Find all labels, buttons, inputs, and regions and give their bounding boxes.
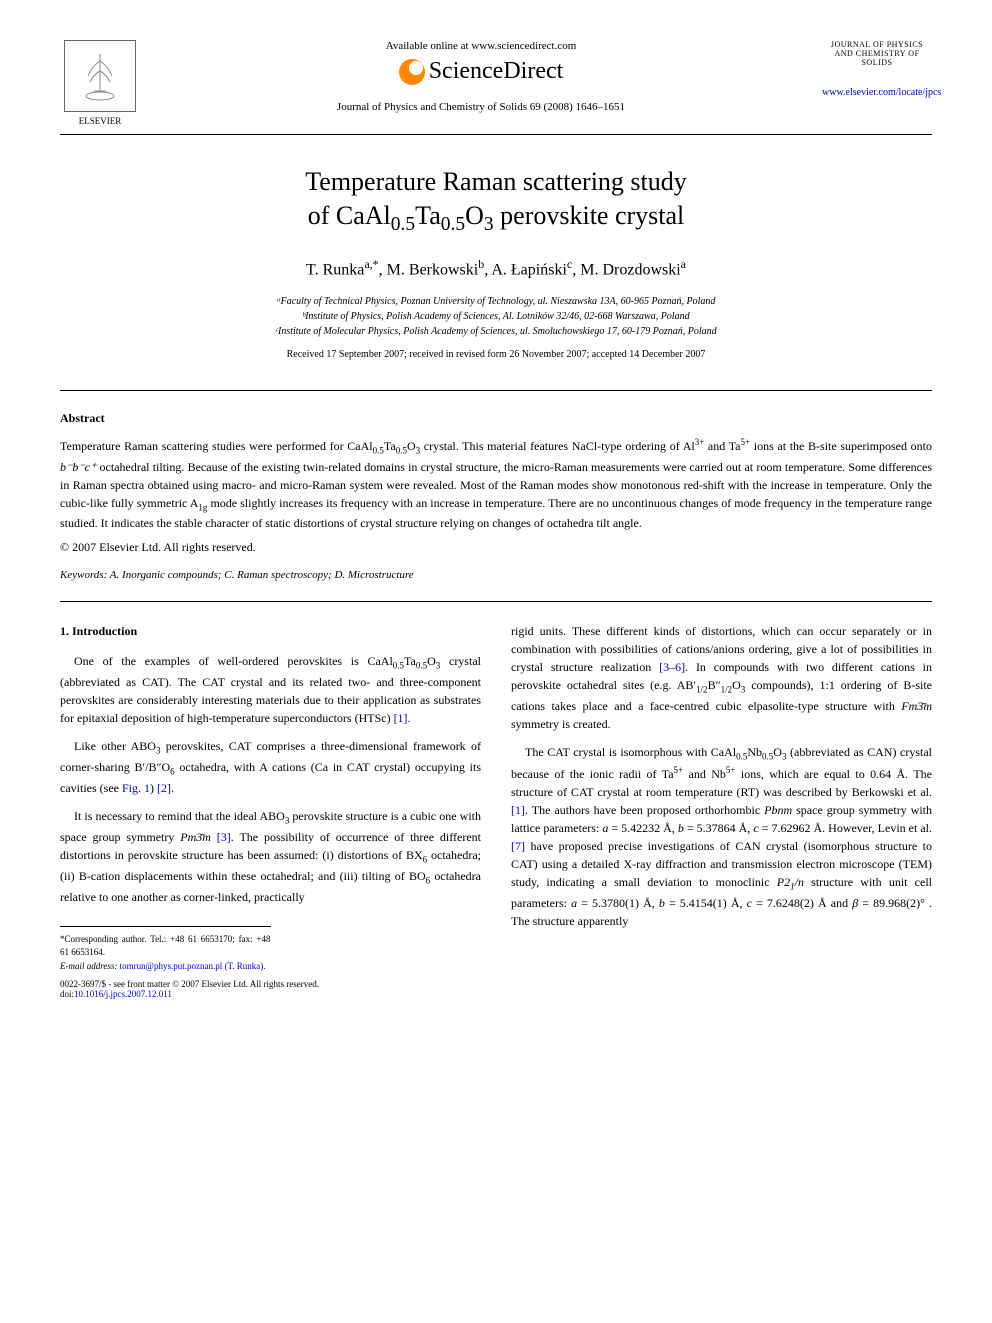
left-column: 1. Introduction One of the examples of w… [60,622,481,973]
divider [60,390,932,391]
email-link[interactable]: tomrun@phys.put.poznan.pl (T. Runka). [120,961,266,971]
sciencedirect-label: ScienceDirect [429,58,564,84]
doi-text: doi:10.1016/j.jpcs.2007.12.011 [60,989,319,999]
journal-badge-title: JOURNAL OF PHYSICS AND CHEMISTRY OF SOLI… [822,40,932,67]
ref-link-3[interactable]: [3] [217,830,231,844]
ref-link-7[interactable]: [7] [511,839,525,853]
divider-2 [60,601,932,602]
ref-link-2[interactable]: [2] [157,781,171,795]
title-line-1: Temperature Raman scattering study [305,167,687,196]
corresponding-footnote: *Corresponding author. Tel.: +48 61 6653… [60,926,271,974]
affiliation-b: ᵇInstitute of Physics, Polish Academy of… [60,309,932,324]
elsevier-label: ELSEVIER [60,116,140,126]
journal-badge: JOURNAL OF PHYSICS AND CHEMISTRY OF SOLI… [822,40,932,98]
affiliations: ᵃFaculty of Technical Physics, Poznan Un… [60,294,932,339]
ref-link-1b[interactable]: [1] [511,803,525,817]
article-dates: Received 17 September 2007; received in … [60,349,932,360]
keywords: Keywords: A. Inorganic compounds; C. Ram… [60,569,932,581]
sciencedirect-swoosh-icon [399,59,425,85]
affiliation-c: ᶜInstitute of Molecular Physics, Polish … [60,324,932,339]
page-header: ELSEVIER Available online at www.science… [60,40,932,135]
right-column: rigid units. These different kinds of di… [511,622,932,973]
abstract-heading: Abstract [60,411,932,426]
intro-p4: rigid units. These different kinds of di… [511,622,932,733]
section-1-heading: 1. Introduction [60,622,481,640]
intro-p2: Like other ABO3 perovskites, CAT compris… [60,737,481,797]
doi-link[interactable]: 10.1016/j.jpcs.2007.12.011 [74,989,172,999]
front-matter-text: 0022-3697/$ - see front matter © 2007 El… [60,979,319,989]
title-line-2: of CaAl0.5Ta0.5O3 perovskite crystal [308,201,685,230]
intro-p3: It is necessary to remind that the ideal… [60,807,481,906]
center-header: Available online at www.sciencedirect.co… [140,40,822,113]
footer-left: 0022-3697/$ - see front matter © 2007 El… [60,979,319,999]
footnote-email: E-mail address: tomrun@phys.put.poznan.p… [60,960,271,974]
abstract-body: Temperature Raman scattering studies wer… [60,436,932,533]
intro-p1: One of the examples of well-ordered pero… [60,652,481,727]
abstract-copyright: © 2007 Elsevier Ltd. All rights reserved… [60,540,932,555]
elsevier-logo: ELSEVIER [60,40,140,126]
fig-link-1[interactable]: Fig. 1 [122,781,150,795]
intro-p5: The CAT crystal is isomorphous with CaAl… [511,743,932,930]
body-columns: 1. Introduction One of the examples of w… [60,622,932,973]
footnote-corr: *Corresponding author. Tel.: +48 61 6653… [60,933,271,960]
elsevier-tree-icon [64,40,136,112]
available-online-text: Available online at www.sciencedirect.co… [140,40,822,52]
journal-reference: Journal of Physics and Chemistry of Soli… [140,101,822,113]
article-title: Temperature Raman scattering study of Ca… [60,165,932,237]
ref-link-3-6[interactable]: [3–6] [659,660,685,674]
author-list: T. Runkaa,*, M. Berkowskib, A. Łapińskic… [60,257,932,279]
ref-link-1[interactable]: [1] [394,711,408,725]
journal-url-link[interactable]: www.elsevier.com/locate/jpcs [822,87,932,98]
affiliation-a: ᵃFaculty of Technical Physics, Poznan Un… [60,294,932,309]
page-footer: 0022-3697/$ - see front matter © 2007 El… [60,979,932,999]
sciencedirect-brand: ScienceDirect [140,58,822,85]
